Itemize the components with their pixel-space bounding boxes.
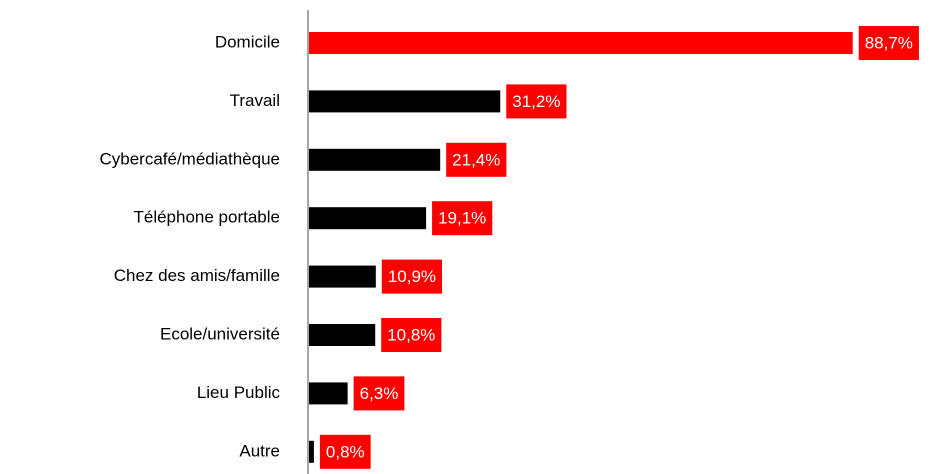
bar bbox=[309, 32, 853, 54]
bar bbox=[309, 207, 427, 230]
bar bbox=[309, 265, 376, 288]
value-label-box bbox=[381, 259, 443, 294]
value-label-box bbox=[432, 201, 493, 236]
bar bbox=[309, 440, 314, 463]
category-label: Chez des amis/famille bbox=[114, 266, 280, 285]
value-label-box bbox=[381, 318, 442, 352]
bar bbox=[309, 148, 441, 171]
value-label: 10,8% bbox=[387, 325, 435, 344]
value-label-box bbox=[506, 84, 567, 119]
value-label-box bbox=[858, 26, 919, 60]
value-label: 0,8% bbox=[326, 442, 365, 461]
category-label: Lieu Public bbox=[197, 383, 281, 402]
value-label: 31,2% bbox=[512, 92, 560, 111]
value-label: 19,1% bbox=[438, 209, 486, 228]
value-label-box bbox=[353, 376, 405, 411]
bar bbox=[309, 90, 501, 113]
category-label: Ecole/université bbox=[160, 324, 280, 343]
value-label-box bbox=[319, 434, 371, 469]
category-label: Autre bbox=[239, 441, 280, 460]
category-label: Travail bbox=[230, 91, 280, 110]
value-label-box bbox=[446, 142, 507, 177]
category-label: Cybercafé/médiathèque bbox=[99, 149, 280, 168]
value-label: 21,4% bbox=[452, 150, 500, 169]
value-label: 88,7% bbox=[865, 33, 913, 52]
bar bbox=[309, 324, 376, 346]
category-label: Téléphone portable bbox=[133, 208, 280, 227]
value-label: 6,3% bbox=[360, 384, 399, 403]
value-label: 10,9% bbox=[388, 267, 436, 286]
category-label: Domicile bbox=[215, 32, 280, 51]
bar bbox=[309, 382, 348, 405]
